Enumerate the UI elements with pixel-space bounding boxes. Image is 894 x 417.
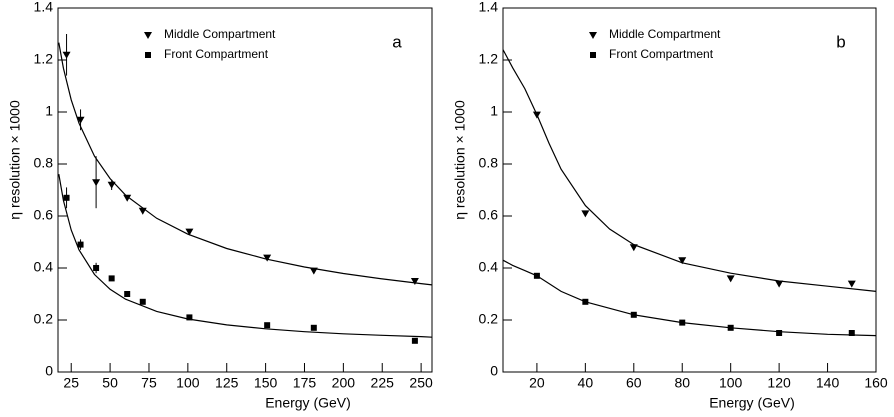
marker-triangle [629, 244, 638, 252]
marker-square [139, 298, 146, 305]
x-tick-label: 160 [864, 375, 888, 391]
x-tick-label: 200 [332, 375, 356, 391]
y-tick-label: 0.8 [479, 155, 499, 171]
fit-curve [502, 49, 877, 292]
y-axis-label: η resolution × 1000 [7, 100, 23, 220]
x-tick-label: 80 [674, 375, 690, 391]
y-tick-label: 1.4 [34, 0, 54, 15]
marker-triangle [847, 280, 856, 288]
marker-square [533, 272, 540, 279]
marker-square [727, 324, 734, 331]
marker-triangle [107, 181, 116, 189]
y-tick-label: 1.4 [479, 0, 499, 15]
plot-frame [57, 7, 433, 373]
legend-label: Middle Compartment [164, 27, 276, 41]
x-tick-label: 250 [409, 375, 433, 391]
marker-square [77, 241, 84, 248]
x-tick-label: 20 [529, 375, 545, 391]
marker-triangle [678, 257, 687, 265]
x-tick-label: 25 [63, 375, 79, 391]
x-tick-label: 100 [176, 375, 200, 391]
legend-label: Middle Compartment [609, 27, 721, 41]
x-tick-label: 140 [816, 375, 840, 391]
y-tick-label: 0.4 [479, 259, 499, 275]
marker-triangle [532, 111, 541, 119]
x-tick-label: 175 [293, 375, 317, 391]
marker-square [776, 330, 783, 336]
marker-square [186, 314, 193, 321]
marker-triangle [726, 275, 735, 283]
y-axis-label: η resolution × 1000 [452, 100, 468, 220]
marker-square [310, 324, 317, 331]
legend-label: Front Compartment [164, 47, 269, 61]
y-tick-label: 0 [45, 363, 53, 379]
fit-curve [58, 173, 433, 338]
y-tick-label: 1 [45, 103, 53, 119]
marker-triangle [185, 228, 194, 236]
legend-marker [589, 32, 597, 39]
y-tick-label: 0.6 [479, 207, 499, 223]
y-tick-label: 1.2 [479, 51, 499, 67]
panel-label: b [836, 32, 845, 51]
y-tick-label: 0.8 [34, 155, 54, 171]
legend-marker [590, 52, 596, 58]
marker-square [411, 337, 418, 344]
marker-square [108, 275, 115, 282]
fit-curve [502, 259, 877, 337]
y-tick-label: 0.2 [34, 311, 54, 327]
marker-triangle [62, 51, 71, 59]
y-tick-label: 1.2 [34, 51, 54, 67]
marker-triangle [581, 210, 590, 218]
y-tick-label: 0.4 [34, 259, 54, 275]
x-tick-label: 75 [141, 375, 157, 391]
marker-square [582, 298, 589, 305]
x-tick-label: 50 [102, 375, 118, 391]
y-tick-label: 0.2 [479, 311, 499, 327]
y-tick-label: 0 [490, 363, 498, 379]
marker-triangle [92, 179, 101, 187]
marker-square [848, 330, 855, 336]
marker-square [124, 291, 131, 297]
marker-square [630, 311, 637, 318]
marker-square [63, 194, 70, 201]
legend-label: Front Compartment [609, 47, 714, 61]
legend-marker [145, 52, 151, 58]
x-axis-label: Energy (GeV) [265, 395, 351, 411]
legend-marker [144, 32, 152, 39]
y-tick-label: 0.6 [34, 207, 54, 223]
marker-triangle [775, 280, 784, 288]
x-tick-label: 150 [254, 375, 278, 391]
plot-frame [502, 7, 877, 373]
x-tick-label: 125 [215, 375, 239, 391]
y-tick-label: 1 [490, 103, 498, 119]
x-tick-label: 40 [578, 375, 594, 391]
x-axis-label: Energy (GeV) [709, 395, 795, 411]
marker-triangle [309, 267, 318, 275]
fit-curve [58, 42, 433, 286]
marker-triangle [410, 278, 419, 285]
x-tick-label: 225 [371, 375, 395, 391]
x-tick-label: 100 [719, 375, 743, 391]
marker-square [93, 265, 100, 271]
x-tick-label: 120 [767, 375, 791, 391]
x-tick-label: 60 [626, 375, 642, 391]
marker-triangle [76, 116, 85, 124]
panel-label: a [392, 32, 402, 51]
marker-triangle [138, 207, 147, 215]
marker-triangle [263, 254, 272, 262]
marker-square [264, 322, 271, 329]
marker-square [679, 319, 686, 326]
marker-triangle [123, 194, 132, 202]
